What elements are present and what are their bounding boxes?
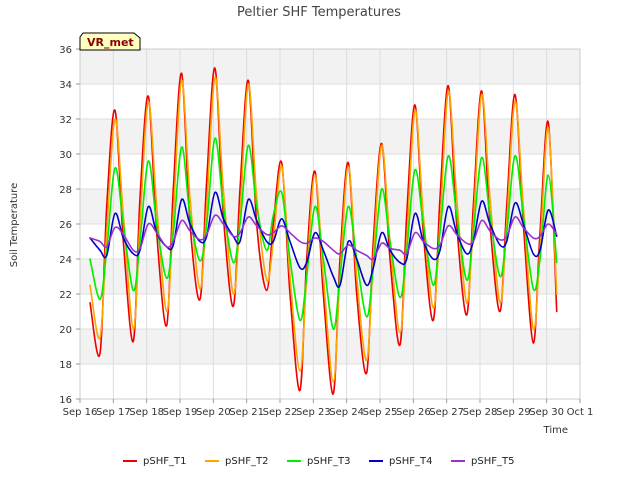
x-tick-label: Sep 29	[496, 407, 531, 418]
badge-box	[79, 32, 141, 51]
y-tick-label: 36	[59, 45, 72, 56]
legend-item-pshf-t3: pSHF_T3	[287, 456, 350, 467]
plot-band	[80, 49, 580, 84]
y-tick-label: 24	[59, 255, 72, 266]
legend-label: pSHF_T3	[307, 456, 350, 467]
legend-item-pshf-t2: pSHF_T2	[205, 456, 268, 467]
plot-band	[80, 84, 580, 119]
legend-item-pshf-t5: pSHF_T5	[451, 456, 514, 467]
y-tick-label: 34	[59, 80, 72, 91]
y-tick-label: 32	[59, 115, 72, 126]
series-line-pshf-t1	[89, 67, 558, 395]
x-tick-label: Oct 1	[567, 407, 594, 418]
x-tick-label: Sep 17	[96, 407, 131, 418]
x-tick-label: Sep 25	[363, 407, 398, 418]
series-line-pshf-t4	[89, 191, 558, 288]
x-tick-label: Sep 27	[429, 407, 464, 418]
series-line-pshf-t5	[89, 214, 558, 261]
legend-label: pSHF_T1	[143, 456, 186, 467]
chart-title: Peltier SHF Temperatures	[237, 5, 401, 20]
legend-item-pshf-t1: pSHF_T1	[123, 456, 186, 467]
x-tick-label: Sep 24	[329, 407, 364, 418]
x-tick-label: Sep 19	[163, 407, 198, 418]
x-tick-label: Sep 23	[296, 407, 331, 418]
x-tick-label: Sep 28	[463, 407, 498, 418]
badge-label: VR_met	[87, 36, 134, 49]
y-tick-label: 26	[59, 220, 72, 231]
x-tick-label: Sep 21	[229, 407, 264, 418]
y-axis-ticks: 16 18 20 22 24 26 28 30 32 34 36	[59, 45, 80, 406]
plot-band	[80, 189, 580, 224]
x-tick-label: Sep 30	[529, 407, 564, 418]
x-axis-label: Time	[543, 425, 568, 436]
x-tick-label: Sep 16	[63, 407, 98, 418]
legend: pSHF_T1 pSHF_T2 pSHF_T3 pSHF_T4 pSHF_T5	[123, 456, 514, 467]
station-badge: VR_met	[79, 32, 141, 51]
legend-label: pSHF_T5	[471, 456, 514, 467]
plot-band	[80, 119, 580, 154]
x-tick-label: Sep 20	[196, 407, 231, 418]
y-tick-label: 16	[59, 395, 72, 406]
plot-band	[80, 224, 580, 259]
y-tick-label: 22	[59, 290, 72, 301]
legend-label: pSHF_T2	[225, 456, 268, 467]
series-line-pshf-t2	[89, 76, 558, 383]
legend-label: pSHF_T4	[389, 456, 432, 467]
y-tick-label: 30	[59, 150, 72, 161]
y-axis-label: Soil Temperature	[9, 183, 20, 268]
plot-band	[80, 154, 580, 189]
x-tick-label: Sep 26	[396, 407, 431, 418]
y-tick-label: 28	[59, 185, 72, 196]
x-tick-label: Sep 22	[263, 407, 298, 418]
series-layer	[89, 67, 558, 395]
y-tick-label: 18	[59, 360, 72, 371]
y-tick-label: 20	[59, 325, 72, 336]
legend-item-pshf-t4: pSHF_T4	[369, 456, 432, 467]
x-tick-label: Sep 18	[129, 407, 164, 418]
series-line-pshf-t3	[89, 137, 558, 330]
